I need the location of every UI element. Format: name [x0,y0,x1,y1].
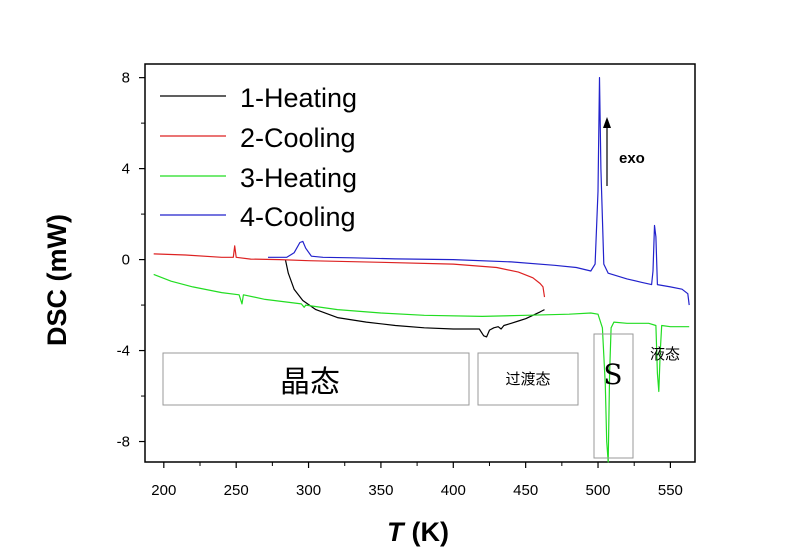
x-tick-label: 500 [586,482,611,499]
transition-label: 过渡态 [505,370,550,388]
x-tick-label: 400 [441,482,466,499]
x-tick-label: 450 [513,482,538,499]
x-tick-label: 300 [296,482,321,499]
x-tick-label: 550 [658,482,683,499]
y-tick-label: -4 [117,343,130,360]
exo-arrow-head [603,117,611,128]
legend-label-1: 1-Heating [240,83,357,113]
series-lines [153,76,690,463]
x-tick-label: 200 [151,482,176,499]
liquid-label: 液态 [650,345,680,363]
x-axis-title-symbol: T [387,517,406,547]
legend-label-2: 2-Cooling [240,123,356,153]
x-axis-title-unit: (K) [412,517,449,547]
crystal-label: 晶态 [280,365,340,400]
exo-label: exo [619,150,645,167]
series-line-1 [284,259,545,338]
y-tick-label: -8 [117,434,130,451]
y-tick-label: 8 [122,70,130,87]
series-line-4 [268,76,690,306]
legend-label-3: 3-Heating [240,163,357,193]
y-tick-label: 0 [122,252,130,269]
y-tick-label: 4 [122,161,130,178]
series-line-3 [153,273,690,463]
x-tick-label: 350 [368,482,393,499]
plot-frame [144,63,696,463]
x-axis-title: T (K) [387,517,449,547]
series-line-2 [153,245,546,298]
crystal-region-box [162,352,470,406]
legend-label-4: 4-Cooling [240,202,356,232]
legend: 1-Heating 2-Cooling 3-Heating 4-Cooling [160,83,357,232]
axis-ticks: 200 250 300 350 400 450 500 550 -8 -4 0 4 8 [117,70,683,499]
transition-region-box [477,352,579,406]
smectic-label: S [603,358,622,391]
smectic-region-box [593,333,634,459]
x-tick-label: 250 [224,482,249,499]
y-axis-title: DSC (mW) [42,214,72,346]
